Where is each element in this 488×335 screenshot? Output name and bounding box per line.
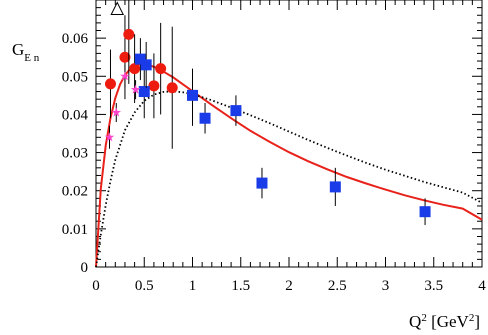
x-axis-label: Q2 [GeV2] bbox=[409, 312, 480, 331]
square-marker bbox=[134, 53, 146, 65]
y-tick-label: 0 bbox=[81, 260, 89, 276]
x-tick-label: 0.5 bbox=[135, 278, 154, 294]
circle-marker bbox=[119, 51, 131, 63]
x-axis: 0 0.5 1 1.5 2 2.5 3 3.5 4 bbox=[92, 0, 486, 294]
x-tick-label: 1 bbox=[189, 278, 197, 294]
square-marker bbox=[419, 206, 431, 218]
y-tick-label: 0.04 bbox=[62, 107, 89, 123]
y-tick-label: 0.01 bbox=[62, 222, 88, 238]
star-marker bbox=[130, 84, 141, 94]
square-marker bbox=[329, 181, 341, 193]
circle-marker bbox=[166, 82, 178, 94]
y-tick-label: 0.03 bbox=[62, 146, 88, 162]
circle-marker bbox=[148, 80, 160, 92]
y-tick-label: 0.06 bbox=[62, 31, 89, 47]
star-marker bbox=[111, 107, 121, 117]
triangle-marker bbox=[110, 1, 125, 16]
square-marker bbox=[138, 86, 150, 98]
x-tick-label: 1.5 bbox=[231, 278, 250, 294]
square-marker bbox=[140, 59, 152, 71]
x-tick-label: 3.5 bbox=[424, 278, 443, 294]
circle-marker bbox=[129, 63, 141, 75]
y-tick-label: 0.02 bbox=[62, 184, 88, 200]
square-marker bbox=[187, 89, 198, 101]
x-tick-label: 2 bbox=[285, 278, 293, 294]
curves bbox=[95, 63, 483, 268]
x-tick-label: 2.5 bbox=[328, 278, 347, 294]
dotted-model-curve bbox=[95, 90, 483, 268]
plot-frame bbox=[95, 0, 483, 268]
star-marker bbox=[104, 132, 115, 142]
square-marker bbox=[256, 177, 268, 189]
circle-marker bbox=[155, 63, 167, 75]
circle-marker bbox=[104, 78, 116, 90]
x-tick-label: 0 bbox=[92, 278, 100, 294]
x-tick-label: 3 bbox=[382, 278, 390, 294]
solid-model-curve bbox=[95, 63, 483, 268]
star-marker bbox=[120, 71, 130, 81]
square-marker bbox=[230, 105, 242, 117]
y-axis-label: GE n bbox=[12, 40, 40, 64]
square-marker bbox=[199, 112, 211, 124]
x-tick-label: 4 bbox=[478, 278, 486, 294]
circle-marker bbox=[123, 28, 135, 40]
y-tick-label: 0.05 bbox=[62, 69, 88, 85]
data-points bbox=[104, 0, 431, 226]
